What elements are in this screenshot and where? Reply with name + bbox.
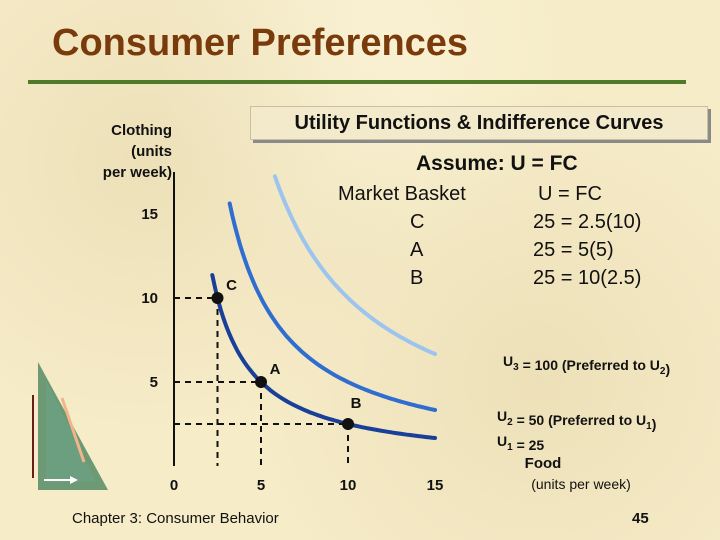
assumption-heading: Assume: U = FC: [416, 152, 578, 175]
subtitle-text: Utility Functions & Indifference Curves: [294, 111, 664, 134]
x-axis-sublabel: (units per week): [531, 476, 631, 492]
table-header-utility: U = FC: [538, 183, 602, 205]
guide-lines: [174, 297, 349, 466]
basket-point: [342, 418, 354, 430]
subtitle-banner: Utility Functions & Indifference Curves: [250, 106, 708, 140]
triangle-decoration: [32, 362, 108, 490]
table-row-utility: 25 = 5(5): [533, 239, 614, 261]
y-tick-label: 5: [150, 374, 158, 391]
indifference-curve-u2: [227, 201, 437, 412]
indifference-curves: [210, 174, 437, 440]
page-number: 45: [632, 510, 649, 527]
indifference-curve-u1: [210, 273, 437, 440]
y-tick-label: 10: [141, 290, 158, 307]
curve-label-u2: U2 = 50 (Preferred to U1): [497, 408, 656, 432]
table-header-basket: Market Basket: [338, 183, 466, 205]
table-row-utility: 25 = 10(2.5): [533, 267, 642, 289]
title-divider: [28, 80, 686, 84]
table-row-basket: C: [410, 211, 425, 233]
x-tick-label: 15: [427, 477, 444, 494]
table-row-basket: A: [410, 239, 424, 261]
curve-label-u1: U1 = 25: [497, 433, 544, 453]
y-axis-label: Clothing (units per week): [103, 120, 172, 183]
point-label: A: [270, 361, 281, 378]
point-label: C: [226, 277, 237, 294]
tick-labels: 0 5 10 15 5 10 15: [141, 206, 443, 494]
y-tick-label: 15: [141, 206, 158, 223]
basket-point: [211, 292, 224, 304]
x-tick-label: 10: [340, 477, 357, 494]
chapter-footer: Chapter 3: Consumer Behavior: [72, 510, 279, 527]
basket-points: C A B: [211, 277, 362, 430]
y-axis-label-line-1: Clothing: [111, 122, 172, 139]
y-axis-label-line-2: (units: [131, 143, 172, 160]
table-row-utility: 25 = 2.5(10): [533, 211, 642, 233]
x-axis-label: Food: [525, 455, 562, 472]
indifference-curve-u3: [272, 174, 437, 356]
x-tick-label: 0: [170, 477, 178, 494]
curve-label-u3: U3 = 100 (Preferred to U2): [503, 353, 670, 377]
table-row-basket: B: [410, 267, 424, 289]
slide-title: Consumer Preferences: [52, 22, 469, 64]
x-tick-label: 5: [257, 477, 265, 494]
point-label: B: [351, 395, 362, 412]
y-axis-label-line-3: per week): [102, 164, 172, 181]
basket-point: [255, 376, 267, 388]
